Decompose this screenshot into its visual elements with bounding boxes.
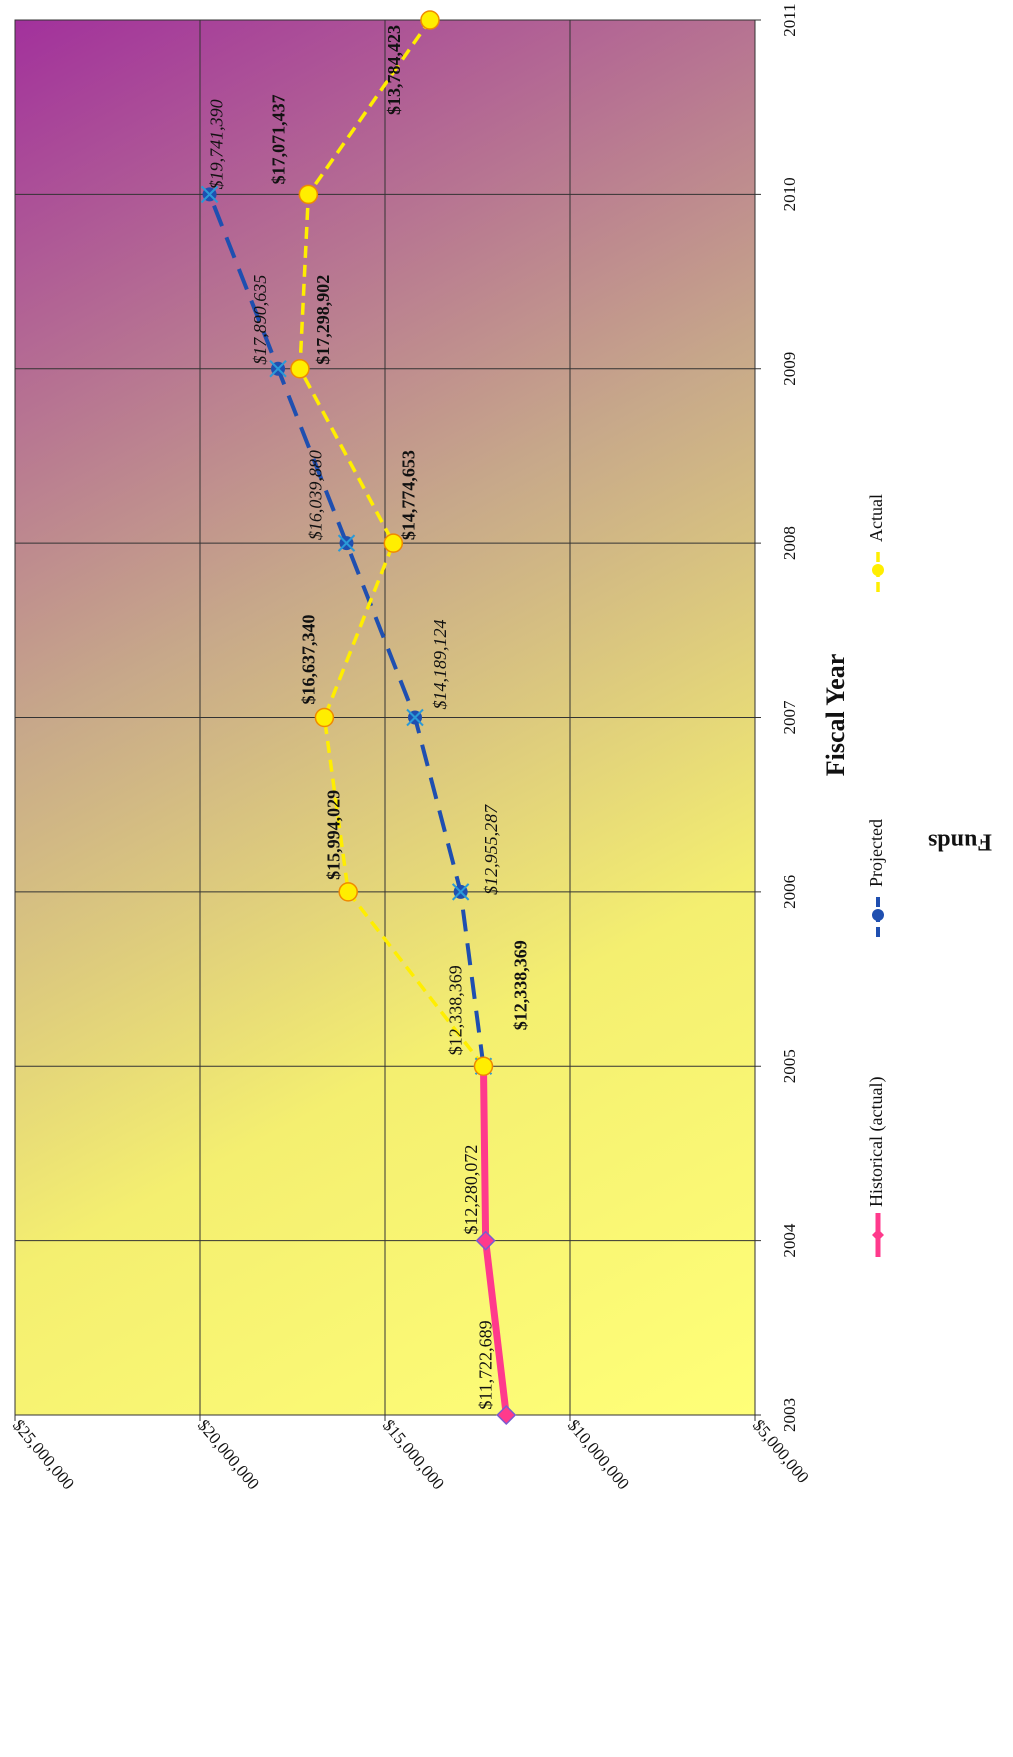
value-label: $13,784,423 <box>384 25 404 115</box>
marker-cross <box>406 708 424 727</box>
value-label: $12,955,287 <box>481 804 501 895</box>
legend-label: Historical (actual) <box>866 1077 887 1207</box>
value-label: $16,039,880 <box>306 450 326 540</box>
marker-cross <box>451 883 470 901</box>
marker <box>337 534 356 552</box>
marker-cross <box>269 360 287 378</box>
legend-marker <box>872 564 884 576</box>
value-label: $19,741,390 <box>207 99 227 189</box>
x-tick-label: 2005 <box>780 1049 799 1083</box>
marker <box>200 185 219 204</box>
x-tick-label: 2011 <box>780 3 799 36</box>
marker <box>420 10 440 30</box>
value-label: $12,280,072 <box>461 1145 481 1235</box>
marker-cross <box>337 534 356 552</box>
marker <box>338 882 358 902</box>
x-tick-label: 2003 <box>780 1398 799 1432</box>
marker <box>383 533 404 553</box>
marker <box>496 1404 517 1426</box>
x-tick-label: 2004 <box>780 1223 799 1258</box>
marker <box>290 359 310 379</box>
legend-marker <box>872 909 884 921</box>
value-label: $17,298,902 <box>313 275 333 365</box>
value-label: $12,338,369 <box>446 965 466 1055</box>
value-label: $16,637,340 <box>299 615 319 705</box>
value-label: $15,994,029 <box>323 790 343 880</box>
x-tick-label: 2006 <box>780 875 799 909</box>
x-tick-label: 2007 <box>780 700 799 735</box>
legend-label: Actual <box>866 494 886 542</box>
y-tick-label: $25,000,000 <box>9 1416 78 1493</box>
marker <box>473 1056 494 1076</box>
value-label: $14,774,653 <box>398 450 418 540</box>
value-label: $17,890,635 <box>250 275 270 365</box>
x-axis-title: Fiscal Year <box>821 654 850 777</box>
y-axis-title: Funds <box>928 828 992 854</box>
x-tick-label: 2010 <box>780 177 799 211</box>
value-label: $12,338,369 <box>511 940 531 1030</box>
legend-label: Projected <box>866 819 886 887</box>
marker <box>269 360 287 378</box>
marker <box>451 883 470 901</box>
x-tick-label: 2009 <box>780 352 799 386</box>
y-tick-label: $15,000,000 <box>379 1416 448 1493</box>
value-label: $11,722,689 <box>475 1320 495 1409</box>
series-line <box>207 193 486 1067</box>
value-label: $17,071,437 <box>268 94 288 184</box>
rotated-chart: Fiscal Year Funds 2003 2004 2005 2006 2007 20… <box>9 3 992 1493</box>
marker <box>298 184 319 205</box>
x-tick-label: 2008 <box>780 526 799 560</box>
y-tick-label: $20,000,000 <box>194 1416 263 1493</box>
marker <box>314 707 335 728</box>
legend-marker <box>872 1229 884 1241</box>
marker <box>406 708 424 727</box>
value-label: $14,189,124 <box>430 620 450 710</box>
marker <box>475 1230 496 1251</box>
y-tick-label: $10,000,000 <box>564 1416 633 1493</box>
marker-cross <box>200 185 219 204</box>
